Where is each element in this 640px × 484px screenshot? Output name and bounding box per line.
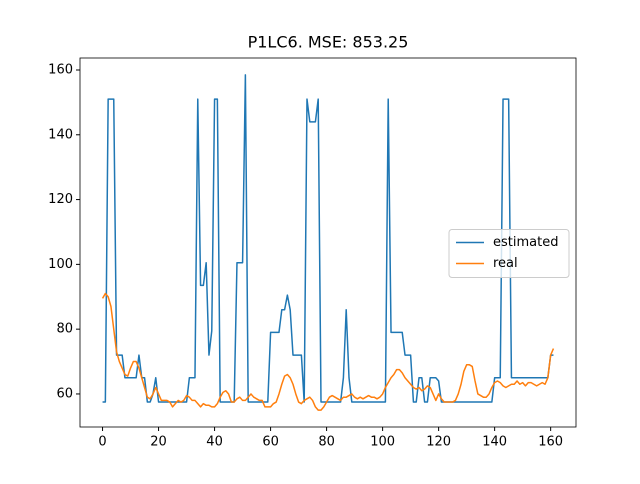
x-tick-label: 20 xyxy=(150,435,167,450)
y-tick-label: 140 xyxy=(48,127,73,142)
y-tick-label: 80 xyxy=(56,322,73,337)
y-tick-label: 160 xyxy=(48,62,73,77)
legend-box xyxy=(448,229,570,278)
x-tick-label: 160 xyxy=(538,435,563,450)
x-tick-label: 80 xyxy=(318,435,335,450)
x-tick-label: 120 xyxy=(426,435,451,450)
legend-label: estimated xyxy=(493,235,558,250)
x-tick-label: 60 xyxy=(262,435,279,450)
x-tick-label: 100 xyxy=(370,435,395,450)
plot-frame xyxy=(79,57,577,428)
line-series xyxy=(101,292,555,411)
y-tick-label: 120 xyxy=(48,192,73,207)
y-tick-label: 100 xyxy=(48,257,73,272)
chart-title: P1LC6. MSE: 853.25 xyxy=(248,33,409,52)
legend-label: real xyxy=(493,256,518,271)
x-tick-label: 40 xyxy=(206,435,223,450)
x-tick-label: 0 xyxy=(98,435,106,450)
legend: estimated real xyxy=(448,229,570,278)
y-tick-label: 60 xyxy=(56,386,73,401)
x-tick-label: 140 xyxy=(482,435,507,450)
